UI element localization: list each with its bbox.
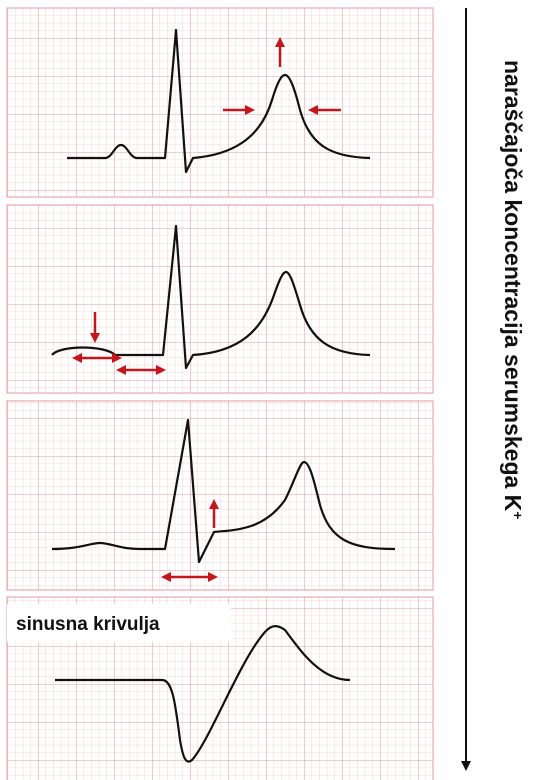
grid-panel: [6, 7, 434, 198]
ecg-trace: [67, 28, 371, 174]
grid-panel: [6, 400, 434, 591]
axis-label-text: naraščajoča koncentracija serumskega K: [500, 60, 526, 512]
grid-panel: [6, 204, 434, 394]
axis-label-superscript: +: [510, 511, 526, 519]
ecg-trace: [55, 625, 351, 763]
panel-label: sinusna krivulja: [16, 614, 160, 635]
label-box: [7, 604, 231, 642]
axis-label: naraščajoča koncentracija serumskega K+: [500, 60, 526, 519]
ecg-trace: [51, 418, 396, 564]
